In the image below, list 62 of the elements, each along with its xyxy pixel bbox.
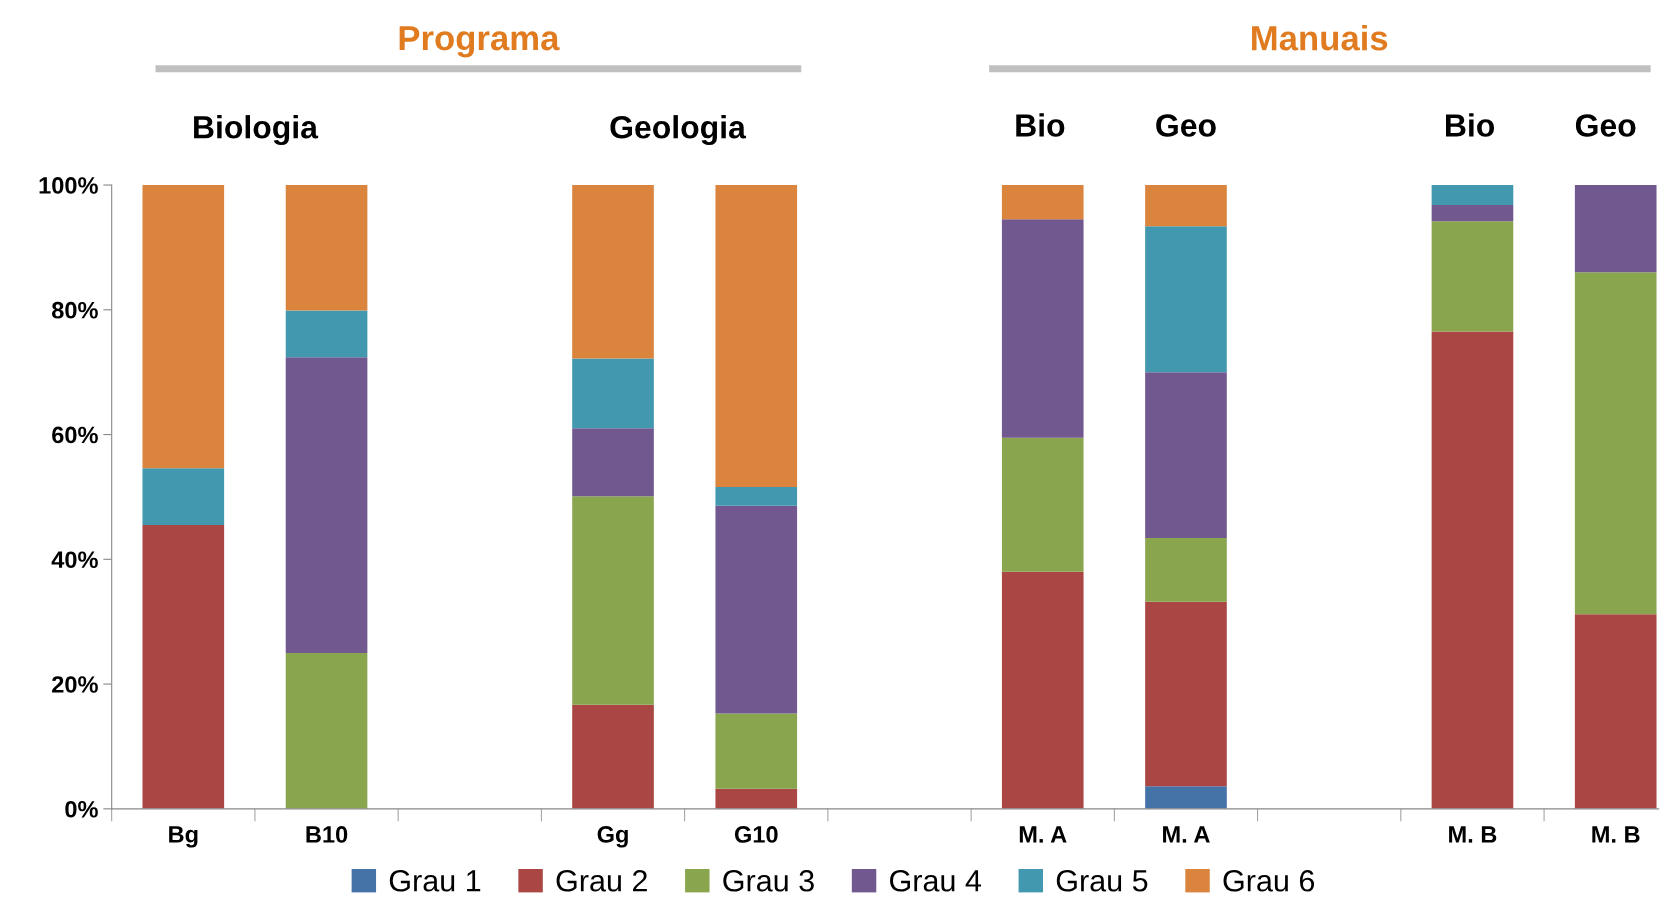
bar — [1001, 437, 1084, 572]
y-tick-label: 20% — [52, 676, 98, 693]
legend-label: Grau 4 — [890, 869, 982, 892]
y-tick-label: 100% — [39, 177, 98, 194]
bar — [1001, 185, 1084, 220]
bar — [715, 713, 798, 789]
text: Manuais — [1252, 25, 1388, 51]
legend-label: Grau 1 — [389, 869, 481, 892]
text: Biologia — [194, 115, 319, 146]
bar — [1431, 204, 1514, 222]
bar — [715, 505, 798, 714]
x-tick-label: Bg — [169, 826, 198, 848]
bar — [572, 358, 654, 429]
bar — [715, 185, 798, 487]
text: Geo — [1575, 114, 1636, 137]
x-tick-label: M. A — [1019, 826, 1067, 843]
legend-label: Grau 3 — [723, 869, 814, 892]
x-tick-label: M. B — [1592, 826, 1640, 843]
bar — [1145, 538, 1227, 602]
bar — [1574, 272, 1657, 615]
bar — [1145, 601, 1227, 787]
bar — [572, 428, 654, 497]
bar — [142, 525, 225, 809]
bar — [1431, 331, 1514, 809]
bar — [1001, 571, 1084, 809]
x-tick-label: G10 — [734, 826, 778, 843]
bar — [1145, 185, 1227, 227]
text: Programa — [399, 26, 560, 58]
bar — [715, 788, 798, 809]
y-tick-label: 60% — [52, 426, 98, 444]
bar — [715, 486, 798, 506]
x-tick-label: B10 — [306, 826, 348, 843]
text: Geologia — [610, 115, 747, 146]
bar — [1145, 372, 1227, 539]
y-tick-label: 40% — [51, 551, 98, 569]
bar — [1145, 786, 1227, 809]
x-tick-label: M. B — [1449, 826, 1497, 843]
bar — [285, 185, 368, 311]
y-tick-label: 0% — [65, 800, 98, 818]
bar — [572, 496, 654, 705]
legend-label: Grau 6 — [1223, 869, 1315, 892]
bar — [1431, 221, 1514, 332]
bar — [1574, 614, 1657, 809]
bar — [572, 185, 654, 359]
x-tick-label: M. A — [1163, 826, 1210, 843]
y-tick-label: 80% — [51, 301, 98, 319]
bar — [142, 185, 225, 469]
text: Bio — [1016, 113, 1065, 137]
bar — [285, 310, 368, 358]
bar — [285, 357, 368, 653]
x-tick-label: Gg — [597, 826, 628, 848]
bar — [1574, 185, 1657, 273]
bar — [1001, 219, 1084, 438]
bar — [285, 652, 368, 809]
bar — [572, 704, 654, 809]
legend-label: Grau 5 — [1056, 869, 1148, 892]
text: Bio — [1446, 113, 1495, 137]
legend-label: Grau 2 — [556, 869, 647, 892]
text: Geo — [1156, 114, 1216, 137]
bar — [1145, 226, 1227, 373]
bar — [142, 468, 225, 525]
bar — [1431, 185, 1514, 205]
